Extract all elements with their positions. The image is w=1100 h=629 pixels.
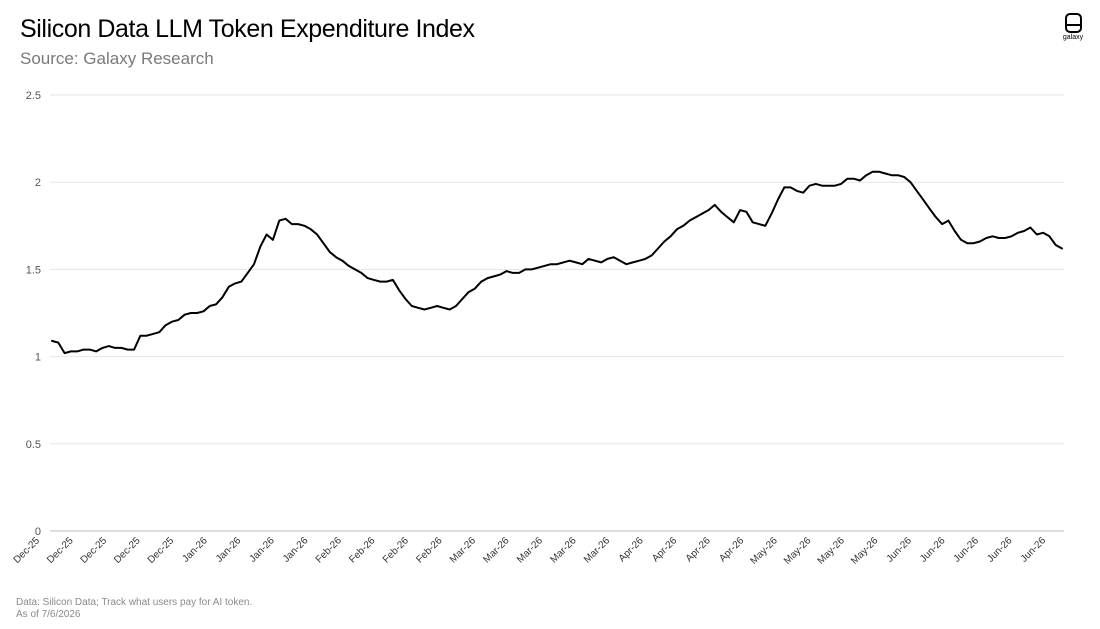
x-tick-label: Mar-26 [548,535,578,565]
x-tick-label: Dec-25 [112,535,143,566]
y-tick-label: 2 [35,177,41,189]
y-tick-label: 2.5 [26,90,41,102]
x-tick-label: Mar-26 [515,535,545,565]
x-tick-label: Mar-26 [481,535,511,565]
x-tick-label: Feb-26 [314,535,344,565]
x-tick-label: Feb-26 [414,535,444,565]
logo-text: galaxy [1062,34,1084,41]
y-tick-label: 1 [35,352,41,364]
y-axis: 0 0.5 1 1.5 2 2.5 [26,90,41,538]
series-group [51,170,1063,355]
footer-as-of: As of 7/6/2026 [16,609,81,620]
x-tick-label: Jun-26 [985,535,1015,565]
galaxy-logo-icon [1065,13,1082,33]
x-tick-label: Apr-26 [717,535,746,564]
x-tick-label: Dec-25 [146,535,177,566]
chart-subtitle: Source: Galaxy Research [20,49,214,68]
x-tick-label: May-26 [782,535,814,567]
x-tick-label: May-26 [748,535,780,567]
x-tick-label: Feb-26 [347,535,377,565]
x-tick-label: Dec-25 [12,535,43,566]
y-tick-label: 0.5 [26,439,41,451]
x-tick-label: Jun-26 [952,535,982,565]
x-tick-label: Jan-26 [281,535,311,565]
chart-footer: Data: Silicon Data; Track what users pay… [16,597,252,621]
x-tick-label: Feb-26 [381,535,411,565]
x-axis: Dec-25 Dec-25 Dec-25 Dec-25 Dec-25 Jan-26 Jan-… [12,535,1049,567]
series-line [51,170,1063,355]
x-tick-label: Apr-26 [684,535,713,564]
x-tick-label: Mar-26 [448,535,478,565]
x-tick-label: Jan-26 [247,535,277,565]
x-tick-label: Jan-26 [180,535,210,565]
gridlines [50,94,1064,532]
x-tick-label: Jun-26 [885,535,915,565]
x-tick-label: Dec-25 [79,535,110,566]
footer-note: Data: Silicon Data; Track what users pay… [16,597,253,608]
x-tick-label: Jun-26 [918,535,948,565]
x-tick-label: May-26 [816,535,848,567]
chart-title: Silicon Data LLM Token Expenditure Index [20,15,475,43]
y-tick-label: 1.5 [26,264,41,276]
galaxy-logo: galaxy [1058,10,1088,46]
x-tick-label: Jan-26 [214,535,244,565]
y-tick-label: 0 [35,526,41,538]
x-tick-label: Jun-26 [1019,535,1049,565]
x-tick-label: Mar-26 [582,535,612,565]
x-tick-label: May-26 [849,535,881,567]
x-tick-label: Apr-26 [617,535,646,564]
x-tick-label: Dec-25 [45,535,76,566]
x-tick-label: Apr-26 [650,535,679,564]
